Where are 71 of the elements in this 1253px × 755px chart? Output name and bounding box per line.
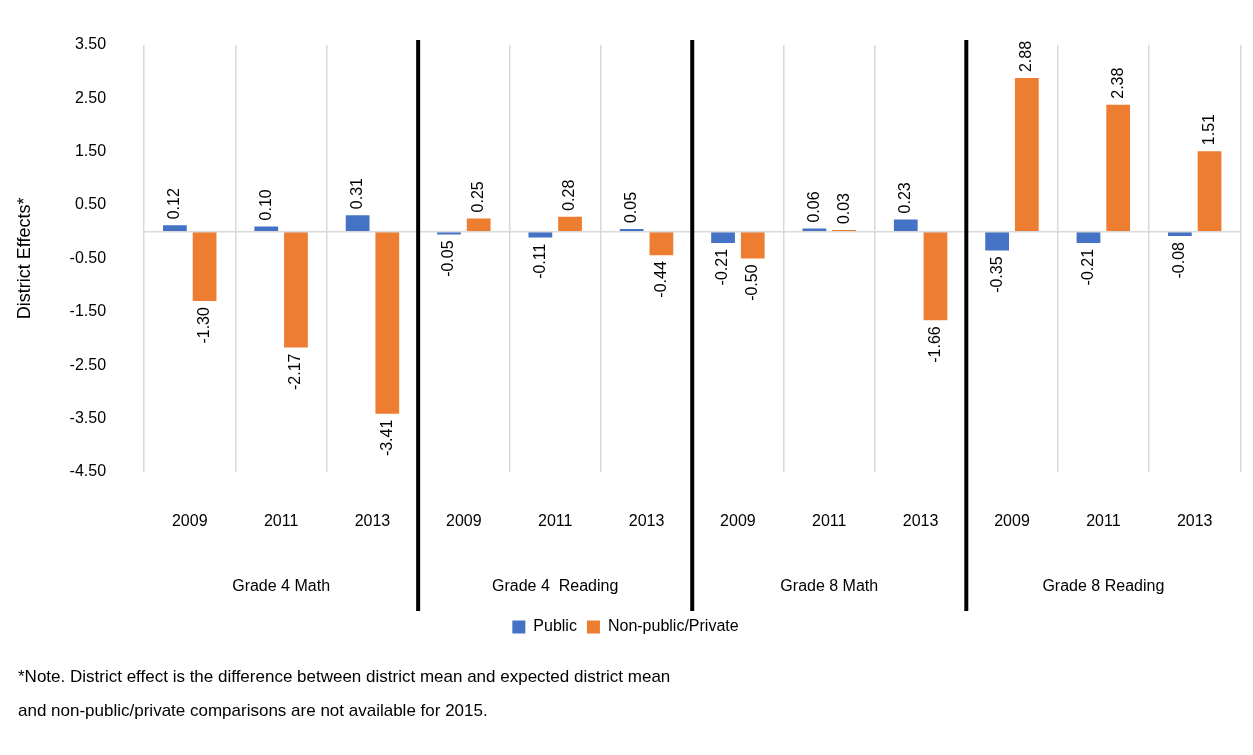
y-tick-label: -1.50	[69, 302, 107, 320]
x-tick-label: 2013	[902, 511, 939, 529]
x-tick-label: 2009	[720, 511, 756, 529]
data-label: -0.21	[713, 248, 731, 286]
data-label: 0.25	[469, 181, 487, 213]
bar	[1076, 231, 1101, 243]
text: *Note. District effect is the difference between district mean and expected district mean and non-public/private comparisons are not available for 2015.	[18, 666, 671, 720]
y-tick-label: 3.50	[74, 35, 107, 53]
bar	[649, 231, 674, 256]
data-label: 0.23	[896, 182, 914, 214]
bar	[466, 218, 491, 232]
bar	[375, 231, 400, 414]
data-label: 0.31	[348, 177, 366, 210]
y-tick-label: -3.50	[69, 408, 107, 426]
x-tick-label: 2009	[994, 511, 1030, 529]
data-label: -0.08	[1170, 241, 1188, 279]
data-label: -0.21	[1078, 248, 1096, 286]
data-label: -1.66	[925, 326, 943, 363]
text: Grade 8 Math	[780, 577, 879, 595]
data-label: 0.03	[834, 192, 852, 225]
x-tick-label: 2009	[171, 511, 208, 529]
bar	[192, 231, 217, 302]
data-label: -0.05	[439, 240, 457, 277]
data-label: -3.41	[377, 419, 395, 457]
bar	[528, 231, 553, 238]
x-tick-label: 2011	[537, 511, 573, 529]
data-label: -0.35	[987, 256, 1005, 293]
y-tick-label: 1.50	[74, 142, 107, 160]
x-tick-label: 2011	[263, 511, 299, 529]
data-label: -1.30	[195, 306, 212, 344]
bar	[923, 231, 948, 321]
x-tick-label: 2013	[1176, 511, 1213, 529]
bar	[711, 231, 735, 243]
y-tick-label: -2.50	[69, 355, 107, 373]
bar	[284, 231, 308, 348]
x-tick-label: 2009	[446, 511, 482, 529]
bar	[1197, 151, 1222, 232]
x-tick-label: 2011	[812, 511, 847, 529]
x-tick-label: 2011	[1086, 511, 1121, 529]
x-tick-label: 2013	[628, 511, 665, 529]
data-label: -2.17	[286, 353, 304, 390]
bar	[558, 216, 582, 232]
text: Grade 4 Math	[232, 577, 331, 595]
text: Grade 8 Reading	[1042, 577, 1165, 595]
bar	[985, 231, 1010, 251]
legend-label: Non-public/Private	[607, 617, 739, 635]
data-label: 0.05	[622, 191, 640, 224]
data-label: 2.38	[1108, 67, 1126, 99]
bar	[345, 215, 370, 232]
data-label: 0.10	[256, 189, 274, 221]
bar	[1167, 231, 1192, 236]
y-tick-label: 0.50	[74, 195, 107, 213]
bar	[1106, 104, 1131, 232]
data-label: 1.51	[1199, 113, 1217, 146]
bar	[740, 231, 765, 259]
bar	[1014, 78, 1039, 232]
y-tick-label: 2.50	[74, 88, 107, 106]
data-label: 0.06	[804, 191, 822, 223]
y-axis-title: District Effects*	[13, 197, 34, 320]
y-tick-label: -4.50	[69, 462, 107, 480]
data-label: -0.11	[530, 243, 548, 279]
data-label: -0.50	[743, 264, 761, 301]
data-label: -0.44	[651, 261, 669, 298]
y-tick-label: -0.50	[69, 248, 107, 266]
bar	[893, 219, 918, 232]
x-tick-label: 2013	[354, 511, 391, 529]
data-label: 0.12	[165, 188, 183, 220]
data-label: 0.28	[560, 179, 578, 211]
data-label: 2.88	[1017, 40, 1035, 73]
text: Grade 4 Reading	[492, 577, 619, 595]
legend-label: Public	[533, 617, 577, 635]
